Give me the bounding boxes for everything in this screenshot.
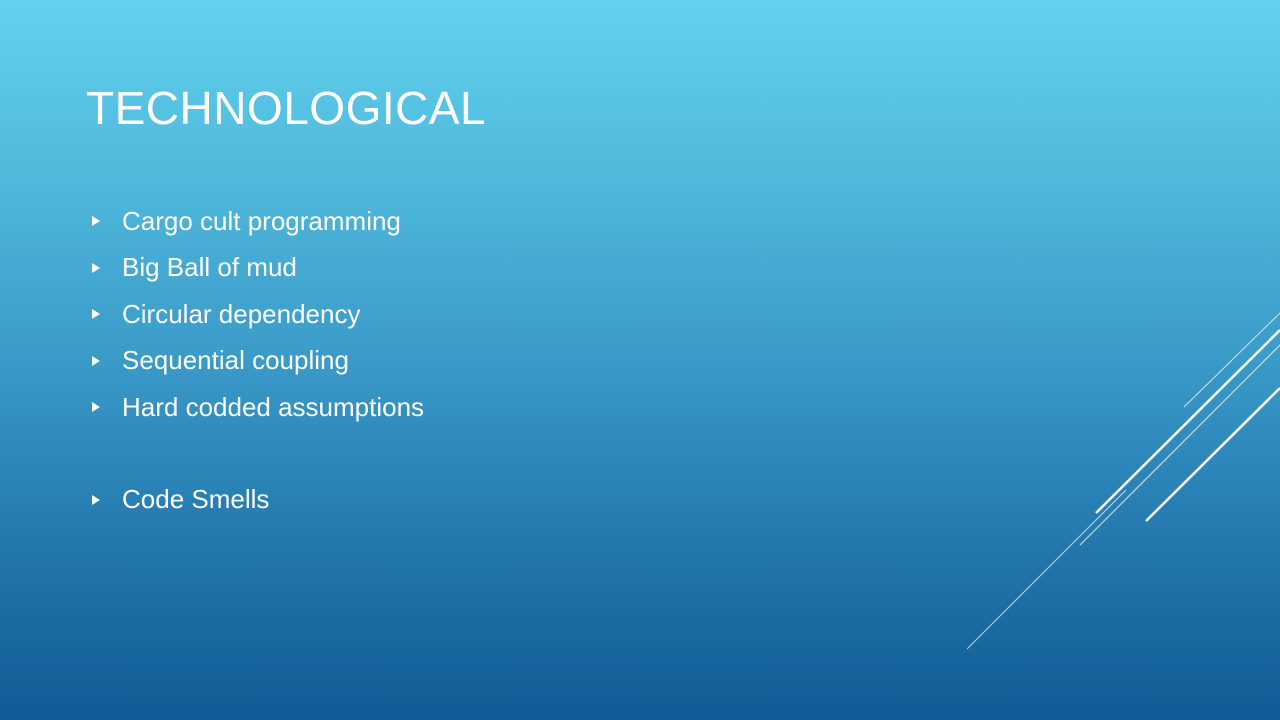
triangle-right-icon: [92, 216, 100, 227]
triangle-right-icon: [92, 309, 100, 320]
triangle-right-icon: [92, 262, 100, 273]
bullet-text: Sequential coupling: [122, 345, 349, 376]
triangle-right-icon: [92, 494, 100, 505]
bullet-text: Cargo cult programming: [122, 205, 401, 236]
deco-line: [1145, 387, 1280, 522]
triangle-right-icon: [92, 355, 100, 366]
slide-title: TECHNOLOGICAL: [86, 82, 487, 134]
bullet-text: Circular dependency: [122, 298, 361, 329]
triangle-right-icon: [92, 402, 100, 413]
deco-line: [1095, 329, 1280, 514]
bullet-item: Hard codded assumptions: [88, 384, 424, 431]
bullet-item: Big Ball of mud: [88, 245, 424, 292]
deco-line: [1079, 344, 1280, 546]
deco-line: [966, 489, 1127, 650]
bullet-text: Code Smells: [122, 484, 270, 515]
bullet-item: Sequential coupling: [88, 338, 424, 385]
bullet-item: Cargo cult programming: [88, 198, 424, 245]
bullet-text: Hard codded assumptions: [122, 391, 425, 422]
bullet-text: Big Ball of mud: [122, 252, 297, 283]
bullet-item: Circular dependency: [88, 291, 424, 338]
bullet-item: Code Smells: [88, 477, 424, 524]
bullet-list: Cargo cult programming Big Ball of mud C…: [88, 198, 424, 523]
deco-line: [1183, 312, 1280, 408]
